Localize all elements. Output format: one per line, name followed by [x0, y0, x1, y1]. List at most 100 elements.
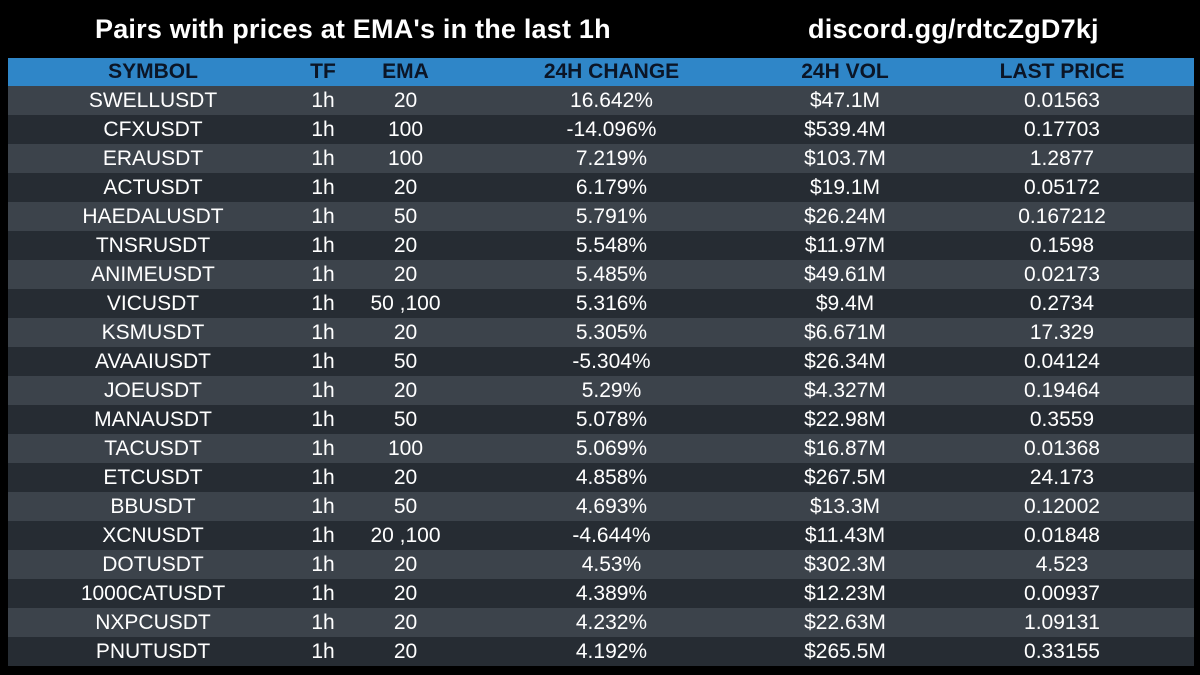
cell-24h-change: 5.078% [575, 407, 648, 431]
cell-ema: 20 [393, 610, 418, 634]
cell-ema: 100 [387, 436, 424, 460]
table-row: NXPCUSDT 1h 20 4.232% $22.63M 1.09131 [8, 608, 1194, 637]
cell-ema: 50 [393, 204, 418, 228]
cell-24h-vol: $4.327M [804, 378, 886, 402]
cell-24h-vol: $11.43M [804, 523, 886, 547]
cell-tf: 1h [311, 581, 335, 605]
cell-tf: 1h [311, 465, 335, 489]
cell-24h-vol: $26.24M [804, 204, 886, 228]
column-header-ema: EMA [382, 60, 429, 83]
cell-ema: 50 [393, 349, 418, 373]
cell-last-price: 0.1598 [1029, 233, 1095, 257]
cell-last-price: 0.02173 [1024, 262, 1100, 286]
cell-tf: 1h [311, 146, 335, 170]
cell-tf: 1h [311, 610, 335, 634]
cell-symbol: ACTUSDT [103, 175, 203, 199]
cell-symbol: MANAUSDT [94, 407, 212, 431]
cell-ema: 20 [393, 88, 418, 112]
cell-24h-change: 16.642% [570, 88, 653, 112]
cell-last-price: 0.01848 [1024, 523, 1100, 547]
cell-24h-vol: $11.97M [804, 233, 886, 257]
cell-24h-change: -14.096% [566, 117, 657, 141]
cell-24h-vol: $26.34M [804, 349, 886, 373]
table-row: AVAAIUSDT 1h 50 -5.304% $26.34M 0.04124 [8, 347, 1194, 376]
table-row: VICUSDT 1h 50 ,100 5.316% $9.4M 0.2734 [8, 289, 1194, 318]
discord-link[interactable]: discord.gg/rdtcZgD7kj [808, 14, 1099, 44]
cell-symbol: BBUSDT [110, 494, 196, 518]
cell-symbol: AVAAIUSDT [95, 349, 211, 373]
cell-tf: 1h [311, 320, 335, 344]
cell-last-price: 0.00937 [1024, 581, 1100, 605]
cell-last-price: 0.01563 [1024, 88, 1100, 112]
cell-ema: 20 [393, 581, 418, 605]
cell-ema: 50 ,100 [370, 291, 441, 315]
table-row: CFXUSDT 1h 100 -14.096% $539.4M 0.17703 [8, 115, 1194, 144]
cell-ema: 20 [393, 465, 418, 489]
cell-24h-vol: $16.87M [804, 436, 886, 460]
cell-symbol: NXPCUSDT [95, 610, 211, 634]
cell-24h-vol: $6.671M [804, 320, 886, 344]
table-row: TACUSDT 1h 100 5.069% $16.87M 0.01368 [8, 434, 1194, 463]
cell-symbol: SWELLUSDT [88, 88, 218, 112]
cell-24h-vol: $22.98M [804, 407, 886, 431]
cell-last-price: 0.167212 [1018, 204, 1106, 228]
cell-symbol: HAEDALUSDT [82, 204, 224, 228]
cell-last-price: 1.2877 [1029, 146, 1095, 170]
cell-24h-change: 4.232% [575, 610, 648, 634]
cell-symbol: TACUSDT [104, 436, 202, 460]
table-row: KSMUSDT 1h 20 5.305% $6.671M 17.329 [8, 318, 1194, 347]
table-row: MANAUSDT 1h 50 5.078% $22.98M 0.3559 [8, 405, 1194, 434]
cell-24h-vol: $22.63M [804, 610, 886, 634]
cell-tf: 1h [311, 291, 335, 315]
cell-24h-change: 4.693% [575, 494, 648, 518]
table-row: JOEUSDT 1h 20 5.29% $4.327M 0.19464 [8, 376, 1194, 405]
cell-symbol: PNUTUSDT [95, 639, 211, 663]
cell-24h-change: 5.29% [581, 378, 642, 402]
cell-ema: 20 [393, 320, 418, 344]
cell-24h-vol: $12.23M [804, 581, 886, 605]
cell-tf: 1h [311, 175, 335, 199]
cell-ema: 50 [393, 494, 418, 518]
table-row: SWELLUSDT 1h 20 16.642% $47.1M 0.01563 [8, 86, 1194, 115]
table-row: TNSRUSDT 1h 20 5.548% $11.97M 0.1598 [8, 231, 1194, 260]
cell-24h-change: 4.858% [575, 465, 648, 489]
cell-24h-vol: $19.1M [809, 175, 881, 199]
cell-ema: 20 [393, 175, 418, 199]
cell-ema: 50 [393, 407, 418, 431]
cell-24h-change: 7.219% [575, 146, 648, 170]
cell-tf: 1h [311, 204, 335, 228]
cell-symbol: XCNUSDT [102, 523, 204, 547]
cell-last-price: 0.33155 [1024, 639, 1100, 663]
cell-24h-change: 5.305% [575, 320, 648, 344]
cell-ema: 100 [387, 146, 424, 170]
cell-last-price: 0.19464 [1024, 378, 1100, 402]
table-body: SWELLUSDT 1h 20 16.642% $47.1M 0.01563 CFXUSDT… [8, 86, 1194, 666]
table-row: XCNUSDT 1h 20 ,100 -4.644% $11.43M 0.01848 [8, 521, 1194, 550]
table-row: HAEDALUSDT 1h 50 5.791% $26.24M 0.167212 [8, 202, 1194, 231]
cell-ema: 20 [393, 262, 418, 286]
cell-last-price: 0.17703 [1024, 117, 1100, 141]
column-header-last-price: LAST PRICE [999, 60, 1125, 83]
cell-24h-vol: $267.5M [804, 465, 886, 489]
cell-ema: 100 [387, 117, 424, 141]
cell-24h-change: -5.304% [572, 349, 651, 373]
table-row: DOTUSDT 1h 20 4.53% $302.3M 4.523 [8, 550, 1194, 579]
cell-24h-change: 5.316% [575, 291, 648, 315]
cell-symbol: VICUSDT [106, 291, 200, 315]
column-header-tf: TF [310, 60, 336, 83]
cell-24h-change: 5.485% [575, 262, 648, 286]
cell-last-price: 0.2734 [1029, 291, 1095, 315]
cell-24h-vol: $13.3M [809, 494, 881, 518]
cell-tf: 1h [311, 378, 335, 402]
cell-24h-vol: $302.3M [804, 552, 886, 576]
cell-24h-vol: $103.7M [804, 146, 886, 170]
cell-tf: 1h [311, 494, 335, 518]
cell-24h-change: 4.192% [575, 639, 648, 663]
cell-last-price: 0.3559 [1029, 407, 1095, 431]
cell-tf: 1h [311, 407, 335, 431]
cell-tf: 1h [311, 523, 335, 547]
cell-24h-change: 4.389% [575, 581, 648, 605]
cell-last-price: 4.523 [1035, 552, 1089, 576]
column-header-24h-vol: 24H VOL [801, 60, 889, 83]
cell-symbol: JOEUSDT [103, 378, 202, 402]
